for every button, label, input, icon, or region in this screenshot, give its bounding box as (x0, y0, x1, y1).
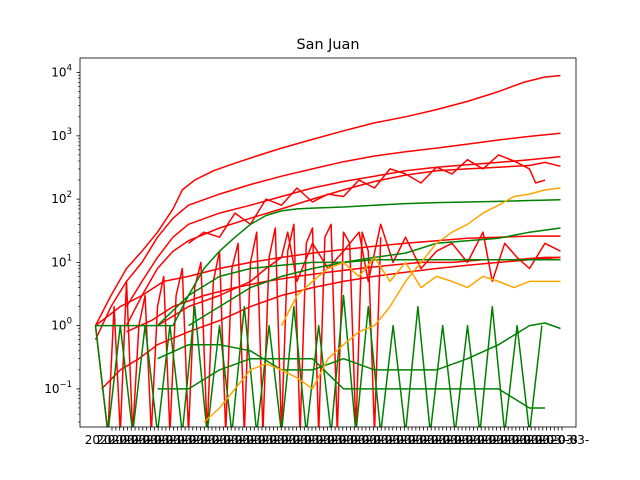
x-tick-label: 2020-03- (96, 433, 150, 447)
x-tick-label: 2020-03- (362, 433, 416, 447)
x-tick-label: 2020-03- (177, 433, 231, 447)
x-tick-label: 2020-03- (477, 433, 531, 447)
x-tick-label: 2020-03- (166, 433, 220, 447)
y-tick-label: 101 (51, 253, 72, 269)
x-tick-label: 2020-03- (385, 433, 439, 447)
x-tick-label: 2020-03- (339, 433, 393, 447)
x-tick-label: 2020-03- (292, 433, 346, 447)
x-tick-label: 2020-03- (212, 433, 266, 447)
x-tick-label-end: 8 (570, 433, 578, 447)
series-line-3 (125, 155, 561, 307)
series-line-7 (126, 256, 561, 333)
x-tick-label: 2020-03- (512, 433, 566, 447)
series-line-6 (101, 256, 561, 390)
series-line-16 (94, 294, 543, 427)
series-line-12 (156, 259, 561, 327)
chart-title: San Juan (297, 37, 360, 53)
x-tick-label: 2020-03- (223, 433, 277, 447)
y-tick-label: 100 (51, 317, 72, 333)
series-line-2 (94, 132, 561, 341)
x-tick-label: 2020-03- (350, 433, 404, 447)
x-tick-label: 2020-03- (419, 433, 473, 447)
series-line-18 (280, 256, 561, 326)
y-axis: 10−1 100 101 102 103 104 (44, 64, 80, 423)
x-tick-label: 2020-03- (408, 433, 462, 447)
series-line-17 (203, 187, 561, 423)
x-tick-label: 2020-03- (489, 433, 543, 447)
x-tick-label: 2020-03- (85, 433, 139, 447)
y-tick-label: 103 (51, 127, 72, 143)
x-tick-label: 2020-03- (154, 433, 208, 447)
x-tick-label: 2020-03- (189, 433, 243, 447)
series-line-5 (95, 235, 561, 327)
x-tick-label: 2020-03- (281, 433, 335, 447)
x-tick-label: 2020-03- (466, 433, 520, 447)
plot-frame (79, 57, 577, 428)
series-line-8 (157, 223, 561, 327)
x-tick-label: 2020-03- (442, 433, 496, 447)
series-line-1 (94, 74, 561, 326)
x-tick-label: 2020-03- (396, 433, 450, 447)
x-tick-label: 2020-03- (131, 433, 185, 447)
x-tick-label: 2020-03- (269, 433, 323, 447)
x-tick-label: 2020-03- (200, 433, 254, 447)
x-tick-label: 2020-03- (304, 433, 358, 447)
series-layer (94, 74, 561, 427)
x-tick-label: 2020-03- (523, 433, 577, 447)
x-tick-label: 2020-03- (535, 433, 589, 447)
x-tick-label: 2020-03- (258, 433, 312, 447)
x-tick-label: 2020-03- (454, 433, 508, 447)
x-tick-label: 2020-03- (327, 433, 381, 447)
x-tick-label: 2020-03- (373, 433, 427, 447)
y-tick-label: 10−1 (44, 380, 72, 396)
y-tick-label: 102 (51, 190, 72, 206)
x-tick-label: 2020-03- (142, 433, 196, 447)
x-tick-label: 2020-03- (246, 433, 300, 447)
x-tick-label: 2020-03- (316, 433, 370, 447)
x-tick-label: 2020-03- (119, 433, 173, 447)
x-axis: 2020-03-2020-03-2020-03-2020-03-2020-03-… (85, 427, 589, 447)
x-tick-label: 2020-03- (431, 433, 485, 447)
x-tick-label: 2020-03- (500, 433, 554, 447)
series-line-11 (95, 198, 561, 327)
x-tick-label: 2020-03- (108, 433, 162, 447)
x-tick-label: 2020-03- (235, 433, 289, 447)
y-tick-label: 104 (51, 64, 72, 80)
